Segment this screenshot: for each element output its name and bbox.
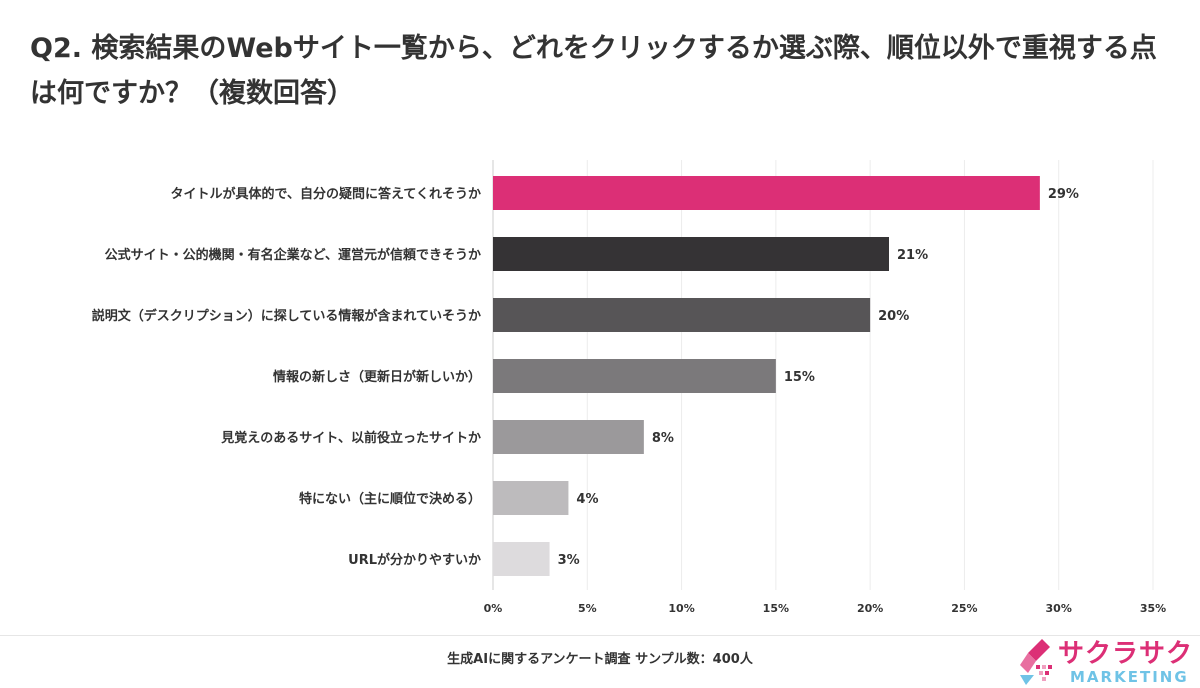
category-label: 公式サイト・公的機関・有名企業など、運営元が信頼できそうか bbox=[105, 247, 481, 263]
bar bbox=[493, 298, 871, 332]
value-label: 20% bbox=[878, 309, 909, 324]
x-tick-label: 10% bbox=[668, 602, 694, 615]
category-label: 情報の新しさ（更新日が新しいか） bbox=[273, 369, 481, 385]
sakura-logo-icon bbox=[1020, 639, 1052, 685]
chart-title: Q2. 検索結果のWebサイト一覧から、どれをクリックするか選ぶ際、順位以外で重… bbox=[30, 33, 1157, 109]
bar bbox=[493, 176, 1040, 210]
x-tick-label: 25% bbox=[951, 602, 977, 615]
value-label: 15% bbox=[784, 370, 815, 385]
category-label: URLが分かりやすいか bbox=[348, 552, 481, 568]
bar bbox=[493, 359, 776, 393]
brand-logo: サクラサク MARKETING bbox=[1014, 633, 1200, 688]
value-label: 4% bbox=[576, 492, 598, 507]
value-label: 21% bbox=[897, 248, 928, 263]
bar-chart: 0% 5% 10% 15% 20% 25% 30% 35% タイトルが具体的で、自分の疑問に答え… bbox=[92, 160, 1166, 615]
value-label: 29% bbox=[1048, 187, 1079, 202]
logo-subtext: MARKETING bbox=[1070, 668, 1189, 686]
x-tick-label: 35% bbox=[1140, 602, 1166, 615]
category-label: タイトルが具体的で、自分の疑問に答えてくれそうか bbox=[171, 186, 481, 202]
category-label: 見覚えのあるサイト、以前役立ったサイトか bbox=[220, 430, 481, 446]
x-tick-label: 15% bbox=[763, 602, 789, 615]
labels: 0% 5% 10% 15% 20% 25% 30% 35% タイトルが具体的で、自分の疑問に答え… bbox=[92, 186, 1166, 615]
value-label: 3% bbox=[558, 553, 580, 568]
x-tick-label: 0% bbox=[484, 602, 503, 615]
category-label: 説明文（デスクリプション）に探している情報が含まれていそうか bbox=[92, 308, 481, 324]
bars bbox=[493, 176, 1040, 576]
bar bbox=[493, 481, 569, 515]
value-label: 8% bbox=[652, 431, 674, 446]
category-label: 特にない（主に順位で決める） bbox=[299, 491, 481, 507]
survey-footnote: 生成AIに関するアンケート調査 サンプル数：400人 bbox=[447, 652, 753, 667]
x-tick-label: 30% bbox=[1046, 602, 1072, 615]
footer-divider bbox=[0, 635, 1200, 636]
x-tick-label: 20% bbox=[857, 602, 883, 615]
bar bbox=[493, 420, 644, 454]
bar bbox=[493, 542, 550, 576]
logo-text: サクラサク bbox=[1058, 639, 1194, 669]
bar bbox=[493, 237, 889, 271]
x-tick-label: 5% bbox=[578, 602, 597, 615]
